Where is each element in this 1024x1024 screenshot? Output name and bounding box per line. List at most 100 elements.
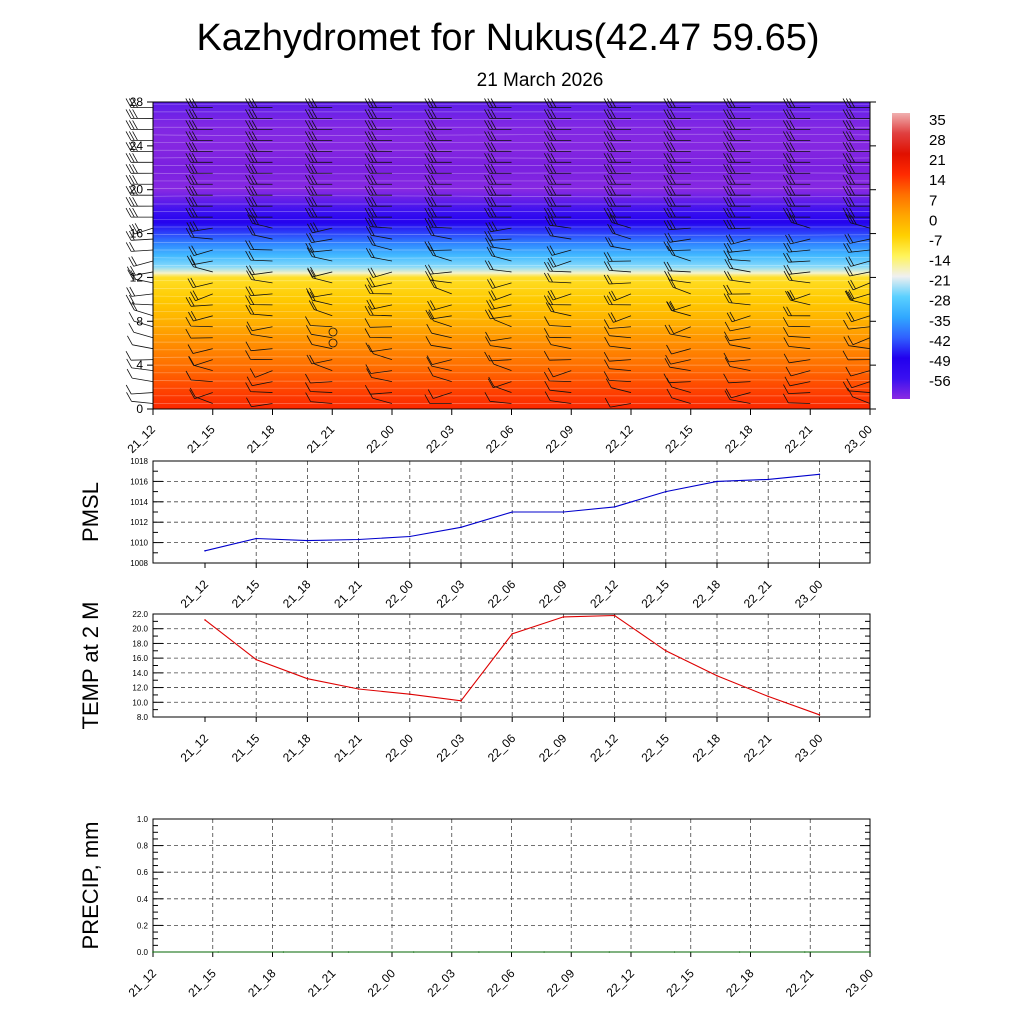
wind-barb bbox=[127, 269, 154, 284]
wind-barb bbox=[782, 317, 811, 328]
wind-barb bbox=[484, 164, 512, 174]
wind-barb bbox=[543, 175, 572, 185]
wind-barb bbox=[307, 222, 333, 234]
wind-barb bbox=[842, 175, 871, 185]
y-tick-label: 0.2 bbox=[137, 921, 149, 930]
wind-barb bbox=[726, 311, 751, 323]
colorbar-label: 7 bbox=[929, 192, 937, 209]
wind-barb bbox=[245, 207, 273, 218]
colorbar bbox=[892, 113, 910, 399]
wind-barb bbox=[365, 364, 393, 374]
plot-frame bbox=[152, 613, 871, 718]
wind-barb bbox=[185, 197, 213, 207]
wind-barb bbox=[842, 207, 871, 218]
wind-barb bbox=[305, 382, 333, 393]
isotherm-line bbox=[152, 295, 871, 298]
wind-barb bbox=[663, 120, 691, 130]
wind-barb bbox=[783, 353, 811, 364]
wind-barb bbox=[188, 311, 213, 322]
x-tick-label: 22_00 bbox=[382, 731, 416, 765]
wind-barb bbox=[543, 98, 572, 108]
x-tick-label: 22_21 bbox=[783, 966, 817, 1000]
wind-barb bbox=[185, 370, 213, 382]
x-tick-label: 22_12 bbox=[587, 577, 621, 611]
wind-barb bbox=[305, 392, 333, 404]
wind-barb bbox=[723, 175, 751, 185]
x-tick-label: 22_21 bbox=[741, 731, 775, 765]
wind-barb bbox=[245, 265, 273, 276]
wind-barb bbox=[846, 378, 871, 389]
x-tick-label: 22_12 bbox=[602, 422, 636, 456]
data-point bbox=[613, 614, 616, 617]
x-tick-label: 22_06 bbox=[484, 966, 518, 1000]
x-tick-label: 21_15 bbox=[229, 577, 263, 611]
wind-barb bbox=[125, 294, 154, 306]
wind-barb bbox=[308, 300, 333, 317]
wind-barb bbox=[544, 316, 572, 328]
wind-barb bbox=[246, 325, 273, 339]
x-tick-label: 23_00 bbox=[843, 966, 877, 1000]
wind-barb bbox=[842, 109, 871, 119]
wind-barb bbox=[246, 225, 273, 240]
wind-barb bbox=[245, 186, 273, 196]
data-point bbox=[767, 478, 769, 481]
wind-barb bbox=[245, 286, 273, 297]
wind-barb bbox=[603, 352, 632, 362]
wind-barb bbox=[484, 260, 512, 273]
wind-barb bbox=[724, 321, 751, 332]
x-tick-label: 21_21 bbox=[305, 966, 339, 1000]
wind-barb bbox=[306, 291, 333, 306]
y-tick-label: 1016 bbox=[130, 477, 148, 486]
wind-barb bbox=[484, 98, 512, 108]
data-point bbox=[152, 951, 154, 953]
wind-barb bbox=[364, 197, 393, 207]
wind-barb bbox=[544, 216, 572, 229]
wind-barb bbox=[783, 337, 811, 350]
wind-barb bbox=[723, 284, 751, 295]
wind-barb bbox=[663, 261, 691, 273]
wind-barb bbox=[424, 109, 452, 119]
wind-barb bbox=[245, 153, 273, 163]
y-tick-label: 1014 bbox=[130, 498, 148, 507]
wind-barb bbox=[185, 131, 213, 141]
wind-barb bbox=[185, 186, 213, 196]
wind-barb bbox=[125, 175, 154, 185]
colorbar-label: 14 bbox=[929, 172, 946, 189]
wind-barb bbox=[487, 378, 512, 389]
pmsl-panel: 1008 1010 1012 1014 1016 1018 PMSL 21_12 21_15 21… bbox=[78, 457, 871, 611]
wind-barb bbox=[846, 311, 871, 323]
y-tick-label: 0.8 bbox=[137, 842, 149, 851]
isotherm-line bbox=[152, 249, 871, 251]
wind-barb bbox=[304, 175, 333, 185]
y-tick-label: 16.0 bbox=[132, 654, 148, 663]
wind-barb bbox=[125, 131, 154, 141]
wind-barb bbox=[723, 270, 751, 284]
wind-barb bbox=[484, 142, 512, 152]
wind-barb bbox=[723, 131, 751, 141]
wind-barb bbox=[427, 389, 452, 399]
wind-barb bbox=[782, 197, 811, 207]
colorbar-label: -49 bbox=[929, 353, 951, 370]
wind-barb bbox=[604, 397, 632, 408]
x-tick-label: 22_09 bbox=[536, 731, 570, 765]
wind-barb bbox=[424, 197, 452, 207]
wind-barb bbox=[784, 376, 811, 387]
wind-barb bbox=[304, 120, 333, 130]
wind-barb bbox=[364, 328, 393, 339]
wind-barb bbox=[484, 131, 512, 141]
wind-barb bbox=[306, 247, 333, 262]
wind-barb bbox=[842, 98, 871, 108]
wind-barb bbox=[604, 359, 632, 372]
y-tick-label: 8 bbox=[136, 314, 143, 328]
wind-barb bbox=[304, 197, 333, 207]
wind-barb bbox=[666, 344, 691, 355]
wind-barb bbox=[306, 354, 333, 365]
wind-barb bbox=[306, 335, 333, 350]
wind-barb bbox=[126, 392, 154, 404]
x-tick-label: 21_21 bbox=[331, 731, 365, 765]
wind-barb bbox=[484, 207, 512, 218]
wind-barb bbox=[364, 207, 393, 218]
data-point bbox=[347, 951, 350, 953]
y-axis-label: TEMP at 2 M bbox=[78, 602, 103, 730]
wind-barb bbox=[543, 328, 572, 339]
